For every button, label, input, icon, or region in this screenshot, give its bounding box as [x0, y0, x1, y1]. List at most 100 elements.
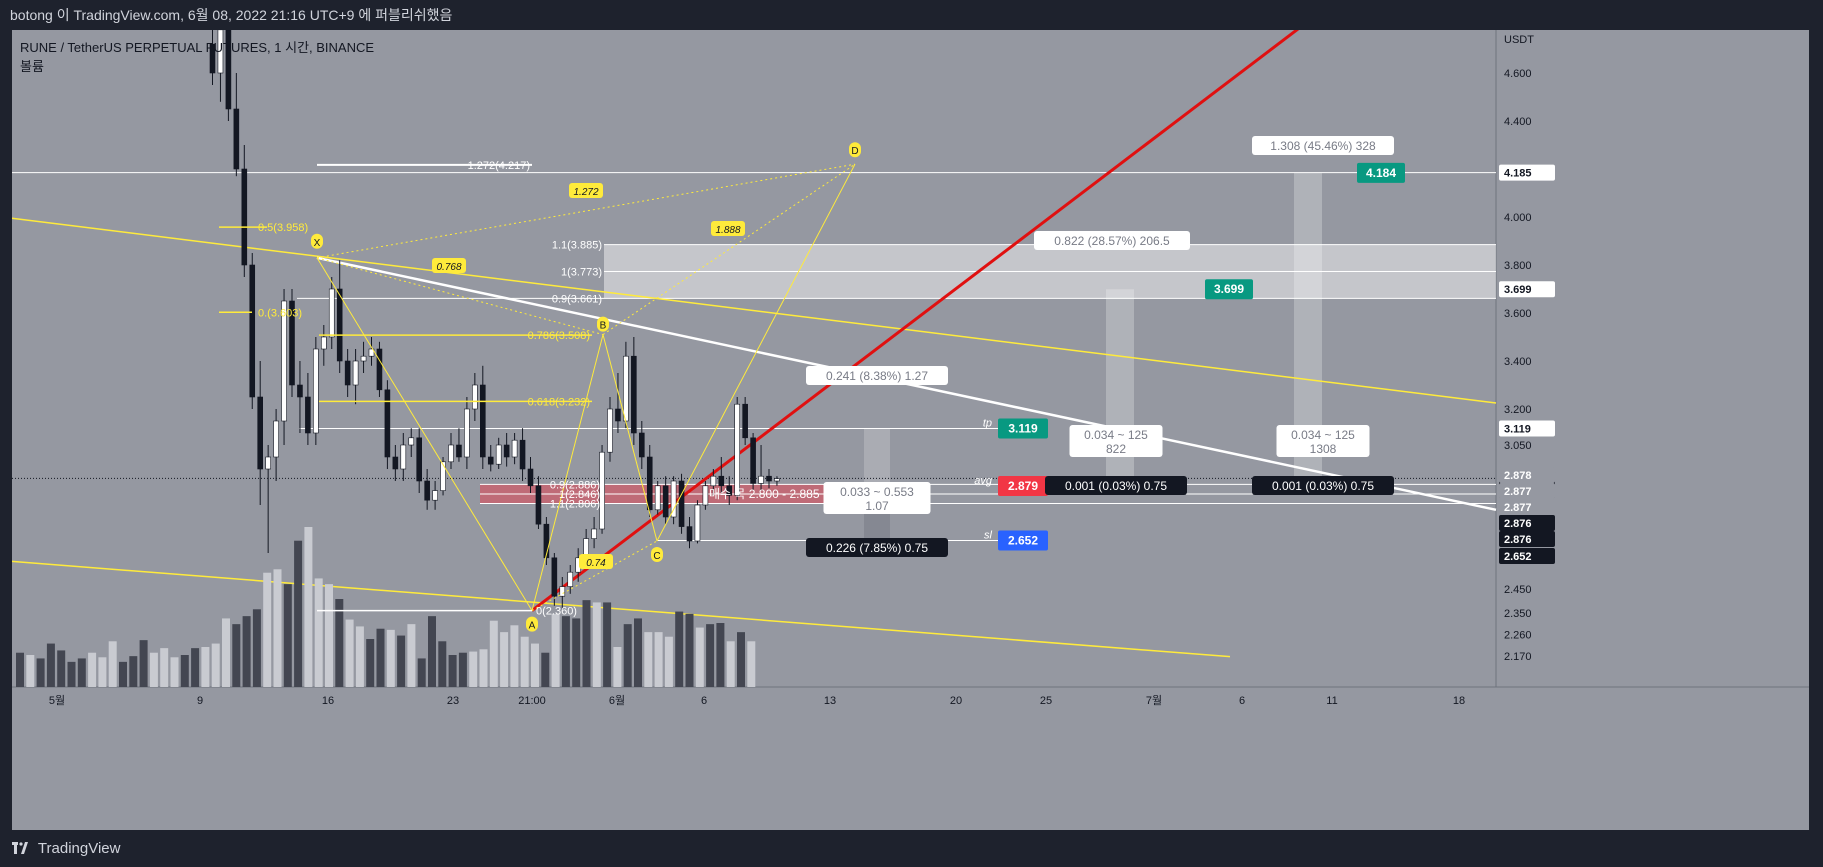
- candle-up: [448, 444, 454, 463]
- volume-bar: [634, 618, 642, 687]
- position-1-profit-bar: [864, 428, 890, 487]
- volume-bar: [67, 661, 76, 687]
- price-axis-badge-value: 3.699: [1504, 284, 1532, 296]
- candle-up: [400, 444, 407, 470]
- position-badge: [998, 418, 1048, 439]
- price-axis-badge: [1499, 467, 1555, 483]
- footer-brand: TradingView: [37, 840, 121, 857]
- volume-bar: [592, 602, 601, 687]
- volume-bar: [479, 649, 488, 687]
- fib-ext-label: 1(3.773): [561, 266, 602, 278]
- info-box-line1: 0.241 (8.38%) 1.27: [826, 369, 928, 383]
- position-tag-label: avg: [974, 475, 993, 487]
- volume-bar: [695, 627, 704, 687]
- volume-bar: [644, 632, 653, 687]
- volume-bar: [469, 651, 478, 687]
- price-axis-badge: [1499, 515, 1555, 531]
- candle-down: [551, 557, 558, 597]
- harmonic-ratio-label: 0.74: [586, 558, 606, 569]
- volume-bar: [273, 569, 282, 687]
- candle-down: [257, 396, 263, 470]
- volume-bar: [664, 636, 673, 687]
- info-box: [1252, 476, 1394, 495]
- volume-bar: [242, 616, 251, 687]
- candle-up: [273, 420, 279, 458]
- volume-label: 볼륨: [20, 59, 44, 74]
- volume-bar: [520, 636, 529, 687]
- candle-down: [527, 468, 534, 487]
- candle-up: [654, 485, 661, 511]
- info-box-line1: 0.001 (0.03%) 0.75: [1065, 479, 1167, 493]
- volume-bar: [252, 609, 261, 687]
- volume-bar: [170, 657, 179, 687]
- price-axis-badge-value: 4.185: [1504, 168, 1532, 180]
- harmonic-point-marker: [597, 316, 609, 332]
- volume-bar: [417, 658, 426, 687]
- harmonic-dotted-leg: [316, 163, 856, 259]
- candle-down: [336, 288, 343, 362]
- time-axis-tick: 6월: [609, 694, 625, 707]
- chart-svg[interactable]: X A B C D 0.768 1.272 1.888 0.74 0.5(3.958) 0.(3.6…: [12, 30, 1809, 830]
- price-axis-badge-value: 2.652: [1504, 551, 1532, 563]
- harmonic-point-label: X: [314, 238, 321, 249]
- candle-down: [750, 437, 756, 484]
- position-tag-label: sl: [984, 530, 993, 542]
- candle-up: [734, 403, 741, 496]
- symbol-title: RUNE / TetherUS PERPETUAL FUTURES, 1 시간,…: [20, 40, 375, 55]
- info-box: [806, 538, 948, 557]
- volume-bar: [428, 616, 436, 687]
- candle-down: [503, 444, 510, 458]
- harmonic-dotted-leg: [316, 257, 604, 336]
- candle-down: [289, 300, 295, 386]
- candle-up: [710, 475, 717, 487]
- candle-up: [281, 300, 287, 422]
- time-axis-tick: 5월: [49, 694, 65, 707]
- price-axis-tick: 3.400: [1504, 356, 1532, 368]
- volume-bar: [510, 625, 519, 687]
- channel-lower-line: [12, 560, 1231, 658]
- info-box-line1: 0.226 (7.85%) 0.75: [826, 541, 928, 555]
- fib-level-label: 0.618(3.232): [528, 396, 590, 408]
- candle-down: [678, 480, 685, 527]
- candle-up: [591, 528, 597, 539]
- volume-bar: [314, 578, 323, 687]
- volume-bar: [180, 655, 189, 687]
- volume-bar: [366, 639, 375, 687]
- price-axis-badge-value: 2.876: [1504, 534, 1532, 546]
- price-axis-badge-value: 2.877: [1504, 486, 1532, 498]
- harmonic-point-label: A: [529, 621, 536, 632]
- time-axis-area: [12, 687, 1809, 712]
- target-badge-value: 3.699: [1214, 282, 1244, 296]
- price-axis-badge: [1499, 164, 1555, 181]
- info-box-line1: 0.033 ~ 0.553: [840, 485, 914, 499]
- fib-level-label: 0.5(3.958): [258, 222, 308, 234]
- position-badge-value: 2.652: [1008, 534, 1038, 548]
- harmonic-ratio-label: 1.888: [715, 225, 740, 236]
- info-box-line2: 1308: [1310, 442, 1337, 456]
- candle-down: [543, 523, 550, 559]
- volume-bar: [654, 632, 663, 687]
- price-axis-tick: 3.050: [1504, 440, 1532, 452]
- candle-down: [376, 348, 383, 391]
- volume-bar: [222, 618, 230, 687]
- volume-bar: [747, 641, 756, 687]
- chart-pane[interactable]: X A B C D 0.768 1.272 1.888 0.74 0.5(3.958) 0.(3.6…: [12, 30, 1809, 830]
- candle-down: [424, 480, 430, 501]
- volume-bar: [129, 656, 138, 687]
- harmonic-point-marker: [849, 142, 861, 158]
- volume-bar: [36, 658, 45, 687]
- chart-legend: RUNE / TetherUS PERPETUAL FUTURES, 1 시간,…: [20, 38, 374, 76]
- harmonic-point-marker: [526, 616, 538, 632]
- candle-down: [225, 30, 232, 110]
- info-box-line1: 1.308 (45.46%) 328: [1270, 139, 1376, 153]
- fib-level-label: 0.(3.603): [258, 307, 302, 319]
- price-axis-tick: 3.600: [1504, 308, 1532, 320]
- info-box-line1: 0.034 ~ 125: [1084, 428, 1148, 442]
- ascending-trendline: [531, 30, 1300, 612]
- publish-text: botong 이 TradingView.com, 6월 08, 2022 21…: [10, 7, 453, 23]
- price-axis-tick: 2.350: [1504, 608, 1532, 620]
- harmonic-leg: [316, 257, 533, 611]
- fib-ext-label: 0.9(3.661): [552, 293, 602, 305]
- harmonic-ratio-badge: [579, 554, 613, 569]
- price-axis-unit: USDT: [1504, 34, 1534, 46]
